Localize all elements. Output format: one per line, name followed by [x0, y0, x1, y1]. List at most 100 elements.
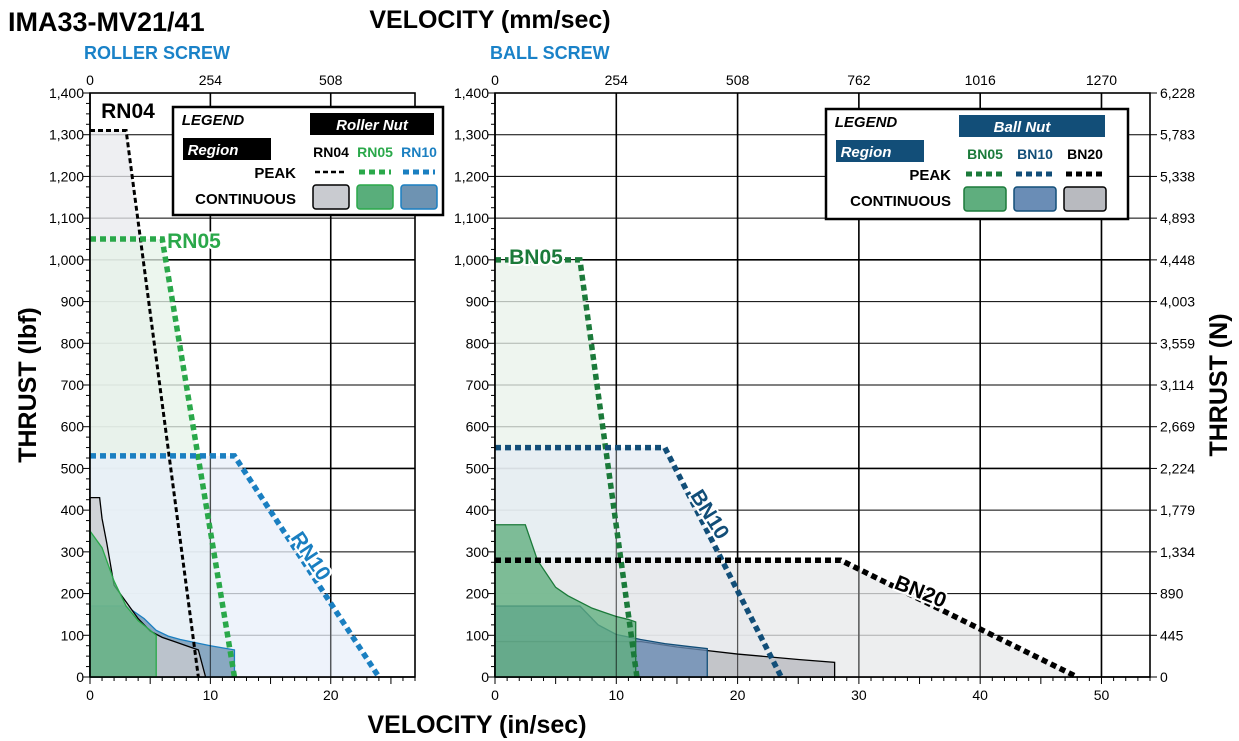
x2-tick-label: 254 [605, 72, 629, 88]
plots: 01002003004005006007008009001,0001,1001,… [49, 72, 1195, 703]
velocity-top-title: VELOCITY (mm/sec) [369, 6, 610, 34]
x2-tick-label: 0 [86, 72, 94, 88]
y2-tick-label: 3,114 [1160, 377, 1194, 393]
y2-tick-label: 2,224 [1160, 460, 1195, 476]
right-panel-title: BALL SCREW [490, 43, 610, 63]
continuous-region-rn05 [89, 528, 157, 678]
panel-left: 01002003004005006007008009001,0001,1001,… [49, 72, 445, 703]
y-tick-label: 200 [61, 586, 85, 602]
y-tick-label: 100 [466, 627, 490, 643]
legend-cont-swatch-rn04 [312, 184, 350, 210]
thrust-n-label: THRUST (N) [1205, 313, 1233, 456]
y-tick-label: 800 [466, 335, 490, 351]
legend-peak-label: PEAK [909, 167, 951, 184]
y2-tick-label: 2,669 [1160, 419, 1195, 435]
x-tick-label: 0 [491, 687, 499, 703]
y2-tick-label: 5,783 [1160, 127, 1195, 143]
y-tick-label: 1,100 [49, 210, 84, 226]
legend-nut-title: Roller Nut [336, 117, 409, 134]
y2-tick-label: 4,448 [1160, 252, 1195, 268]
peak-line-rn10 [90, 453, 382, 679]
x-tick-label: 20 [730, 687, 746, 703]
y-tick-label: 100 [61, 627, 85, 643]
annotation-rn05: RN05 [167, 230, 221, 253]
x-tick-label: 10 [203, 687, 219, 703]
legend-cont-swatch-rn05 [356, 184, 394, 210]
legend-nut-badge [959, 115, 1105, 137]
velocity-bottom-title: VELOCITY (in/sec) [367, 711, 586, 739]
y-tick-label: 1,000 [49, 252, 84, 268]
legend-cont-swatch-bn20 [1063, 186, 1107, 212]
panel-right: 01002003004005006007008009001,0001,1001,… [454, 72, 1195, 703]
legend-region-label: Region [841, 144, 892, 161]
legend-cont-swatch-rn10 [400, 184, 438, 210]
y-tick-label: 1,400 [454, 85, 489, 101]
y-tick-label: 600 [466, 419, 490, 435]
y2-tick-label: 1,779 [1160, 502, 1195, 518]
legend-peak-label: PEAK [254, 165, 296, 182]
y-tick-label: 500 [466, 460, 490, 476]
peak-line-bn20 [495, 557, 1079, 680]
plot-frame [89, 92, 416, 678]
model-title: IMA33-MV21/41 [8, 7, 205, 37]
annotation-rn04: RN04 [101, 100, 155, 123]
legend-name-rn04: RN04 [313, 144, 349, 160]
y-tick-label: 1,300 [454, 127, 489, 143]
y-tick-label: 700 [466, 377, 490, 393]
y-tick-label: 1,000 [454, 252, 489, 268]
y-tick-label: 1,300 [49, 127, 84, 143]
peak-line-rn05 [90, 236, 238, 678]
x-tick-label: 40 [972, 687, 988, 703]
left-panel-title: ROLLER SCREW [84, 43, 230, 63]
y2-tick-label: 6,228 [1160, 85, 1195, 101]
legend-nut-title: Ball Nut [994, 119, 1052, 136]
thrust-lbf-label: THRUST (lbf) [14, 307, 42, 463]
y-tick-label: 900 [61, 294, 85, 310]
y-tick-label: 400 [61, 502, 85, 518]
peak-region-rn10 [90, 455, 379, 677]
x2-tick-label: 1270 [1086, 72, 1117, 88]
y-tick-label: 1,400 [49, 85, 84, 101]
legend-right: LEGEND Region Ball Nut PEAK CONTINUOUS BN05 BN… [824, 107, 1130, 221]
peak-line-rn04 [90, 129, 200, 678]
y-tick-label: 800 [61, 335, 85, 351]
y2-tick-label: 4,893 [1160, 210, 1195, 226]
y-tick-label: 700 [61, 377, 85, 393]
y-tick-label: 500 [61, 460, 85, 476]
y-tick-label: 300 [61, 544, 85, 560]
x-tick-label: 0 [86, 687, 94, 703]
y-tick-label: 400 [466, 502, 490, 518]
legend-continuous-label: CONTINUOUS [850, 193, 951, 210]
legend-name-bn20: BN20 [1067, 146, 1103, 162]
y2-tick-label: 0 [1160, 669, 1168, 685]
legend-title: LEGEND [182, 112, 245, 129]
y2-tick-label: 5,338 [1160, 168, 1195, 184]
legend-continuous-label: CONTINUOUS [195, 191, 296, 208]
x2-tick-label: 508 [726, 72, 750, 88]
x-tick-label: 10 [609, 687, 625, 703]
legend-region-label: Region [188, 142, 239, 159]
y2-tick-label: 445 [1160, 627, 1184, 643]
legend-title: LEGEND [835, 114, 898, 131]
legend-cont-swatch-bn10 [1013, 186, 1057, 212]
legend-region-badge [183, 138, 271, 160]
y2-tick-label: 4,003 [1160, 294, 1195, 310]
y-tick-label: 600 [61, 419, 85, 435]
legend-left: LEGEND Region Roller Nut PEAK CONTINUOUS RN04… [171, 105, 445, 217]
peak-line-bn10 [495, 444, 784, 679]
y2-tick-label: 1,334 [1160, 544, 1195, 560]
y-tick-label: 900 [466, 294, 490, 310]
x-tick-label: 20 [323, 687, 339, 703]
legend-name-bn10: BN10 [1017, 146, 1053, 162]
y-tick-label: 200 [466, 586, 490, 602]
y-tick-label: 1,100 [454, 210, 489, 226]
legend-cont-swatch-bn05 [963, 186, 1007, 212]
y-tick-label: 0 [76, 669, 84, 685]
y-tick-label: 300 [466, 544, 490, 560]
x2-tick-label: 0 [491, 72, 499, 88]
y2-tick-label: 890 [1160, 586, 1184, 602]
annotation-bn05: BN05 [509, 246, 563, 269]
legend-name-rn05: RN05 [357, 144, 393, 160]
x2-tick-label: 762 [847, 72, 871, 88]
